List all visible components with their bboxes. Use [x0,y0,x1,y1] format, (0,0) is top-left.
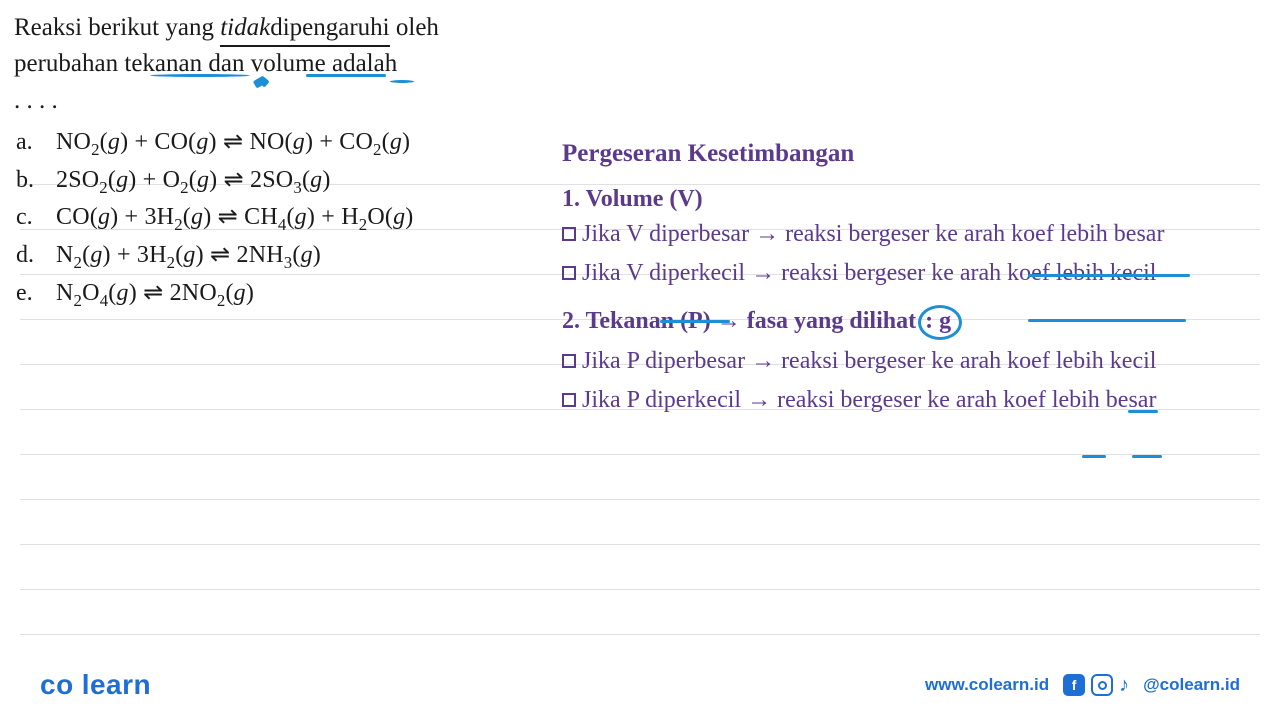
blue-annotation [660,320,730,323]
opt-eq: N2O4(g) ⇌ 2NO2(g) [56,276,254,311]
instagram-icon [1091,674,1113,696]
q-post1: oleh [390,14,439,41]
note-item: Jika V diperbesar → reaksi bergeser ke a… [562,221,1260,248]
footer-handle: @colearn.id [1143,675,1240,695]
opt-letter: d. [16,238,34,273]
bullet-icon [562,393,576,407]
footer: colearn www.colearn.id f ♪ @colearn.id [0,660,1280,720]
blue-annotation [1028,319,1186,322]
bullet-icon [562,354,576,368]
option-c: c. CO(g) + 3H2(g) ⇌ CH4(g) + H2O(g) [16,200,524,235]
question-block: Reaksi berikut yang tidak dipengaruhi ol… [14,10,524,314]
note-text: Jika V diperbesar → reaksi bergeser ke a… [582,221,1260,248]
question-text: Reaksi berikut yang tidak dipengaruhi ol… [14,10,524,119]
opt-eq: CO(g) + 3H2(g) ⇌ CH4(g) + H2O(g) [56,200,413,235]
q-underlined: dipengaruhi [270,10,389,46]
logo-learn: learn [82,669,151,700]
bullet-icon [562,266,576,280]
blue-annotation [1128,410,1158,413]
opt-eq: NO2(g) + CO(g) ⇌ NO(g) + CO2(g) [56,125,410,160]
option-e: e. N2O4(g) ⇌ 2NO2(g) [16,276,524,311]
bullet-icon [562,227,576,241]
footer-url: www.colearn.id [925,675,1049,695]
blue-annotation [390,80,414,83]
opt-letter: a. [16,125,34,160]
blue-annotation [1082,455,1106,458]
q-pre: Reaksi berikut yang [14,14,220,41]
option-d: d. N2(g) + 3H2(g) ⇌ 2NH3(g) [16,238,524,273]
logo-co: co [40,669,74,700]
q-l2-pre: perubahan [14,50,124,77]
circled-g: : g [918,305,962,340]
q-italic-underlined: tidak [220,10,270,46]
blue-annotation [306,74,386,77]
note-text: Jika P diperkecil → reaksi bergeser ke a… [582,387,1260,414]
options-list: a. NO2(g) + CO(g) ⇌ NO(g) + CO2(g) b. 2S… [16,125,524,311]
q-dots: . . . . [14,87,58,114]
tiktok-icon: ♪ [1119,674,1129,697]
notes-title: Pergeseran Kesetimbangan [562,140,1260,168]
notes-section1-title: 1. Volume (V) [562,186,1260,213]
footer-right: www.colearn.id f ♪ @colearn.id [925,674,1240,697]
opt-letter: b. [16,163,34,198]
social-icons: f ♪ [1063,674,1129,697]
opt-eq: 2SO2(g) + O2(g) ⇌ 2SO3(g) [56,163,331,198]
blue-annotation [150,74,250,77]
notes-block: Pergeseran Kesetimbangan 1. Volume (V) J… [562,140,1260,426]
option-b: b. 2SO2(g) + O2(g) ⇌ 2SO3(g) [16,163,524,198]
option-a: a. NO2(g) + CO(g) ⇌ NO(g) + CO2(g) [16,125,524,160]
section2-pre: 2. Tekanan (P) → fasa yang dilihat [562,308,916,334]
note-item: Jika P diperbesar → reaksi bergeser ke a… [562,348,1260,375]
opt-letter: e. [16,276,34,311]
opt-letter: c. [16,200,34,235]
opt-eq: N2(g) + 3H2(g) ⇌ 2NH3(g) [56,238,321,273]
blue-annotation [1132,455,1162,458]
note-text: Jika P diperbesar → reaksi bergeser ke a… [582,348,1260,375]
blue-annotation [1028,274,1190,277]
facebook-icon: f [1063,674,1085,696]
logo: colearn [40,669,151,701]
